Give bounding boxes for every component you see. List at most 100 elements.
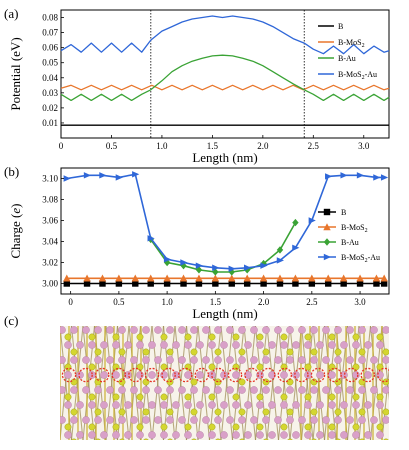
s-atom [88, 393, 96, 401]
mo-atom [340, 431, 348, 439]
data-point-b-0 [380, 280, 388, 287]
data-point-b-0 [163, 280, 171, 287]
mo-atom [106, 326, 114, 334]
mo-atom [220, 431, 228, 439]
legend-label: B [341, 208, 346, 217]
mo-atom [286, 356, 294, 364]
s-atom [190, 348, 198, 356]
mo-atom [376, 371, 384, 379]
mo-atom [376, 431, 384, 439]
highlighted-atom-row [61, 367, 389, 383]
s-atom [136, 423, 144, 431]
s-atom [359, 438, 365, 440]
mo-atom [292, 401, 300, 409]
mo-atom [172, 431, 180, 439]
s-atom [335, 438, 341, 440]
series-line-a-2 [60, 54, 390, 102]
panel-label-a: (a) [4, 6, 18, 21]
s-atom [280, 423, 288, 431]
x-tick-label-b: 2.0 [258, 297, 270, 307]
data-point-b-0 [356, 280, 364, 287]
x-tick-label-a: 0 [59, 141, 64, 151]
mo-atom [178, 356, 186, 364]
mo-atom [328, 371, 336, 379]
y-axis-label-a: Potential (eV) [8, 37, 23, 110]
mo-atom [262, 386, 270, 394]
s-atom [64, 333, 72, 341]
data-point-b-3 [132, 171, 140, 178]
mo-atom [64, 371, 72, 379]
y-tick-label-b: 3.04 [42, 237, 58, 247]
mo-atom [196, 341, 204, 349]
mo-atom [256, 341, 264, 349]
mo-atom [310, 416, 318, 424]
mo-atom [106, 386, 114, 394]
mo-atom [358, 386, 366, 394]
s-atom [358, 378, 366, 386]
mo-atom [280, 401, 288, 409]
mo-atom [244, 401, 252, 409]
s-atom [112, 423, 120, 431]
s-atom [70, 408, 78, 416]
highlight-ring [310, 367, 326, 383]
mo-atom [148, 341, 156, 349]
data-point-b-0 [63, 280, 70, 287]
data-point-b-0 [195, 280, 203, 287]
s-atom [208, 363, 216, 371]
s-atom [118, 348, 126, 356]
s-atom [94, 348, 102, 356]
y-tick-label-a: 0.04 [42, 73, 58, 83]
mo-atom [76, 341, 84, 349]
s-atom [238, 378, 246, 386]
s-atom [208, 393, 216, 401]
data-point-b-0 [228, 280, 235, 287]
data-point-b-2 [276, 246, 284, 254]
mo-atom [292, 341, 300, 349]
mo-atom [292, 431, 300, 439]
x-tick-label-a: 1.5 [207, 141, 219, 151]
s-atom [160, 393, 168, 401]
data-point-b-0 [373, 280, 380, 287]
legend-label: B-MoS2 [341, 223, 368, 234]
mo-atom [340, 401, 348, 409]
mo-atom [250, 416, 258, 424]
data-point-b-3 [356, 172, 365, 179]
panel-label-c: (c) [4, 313, 18, 328]
mo-atom [382, 416, 389, 424]
mo-atom [220, 371, 228, 379]
s-atom [214, 408, 222, 416]
s-atom [358, 408, 366, 416]
s-atom [262, 408, 270, 416]
data-point-b-3 [276, 257, 284, 264]
series-line-a-1 [60, 84, 390, 91]
y-axis-label-b: Charge (e) [8, 203, 23, 258]
data-point-b-1 [147, 274, 155, 282]
mo-atom [76, 431, 84, 439]
highlight-ring [211, 367, 226, 383]
mo-atom [136, 401, 144, 409]
s-atom [184, 363, 192, 371]
mo-atom [160, 341, 168, 349]
highlight-ring [194, 367, 210, 383]
mo-atom [322, 416, 330, 424]
mo-atom [316, 341, 324, 349]
mo-atom [184, 431, 192, 439]
mo-atom [60, 356, 66, 364]
x-axis-label-b-text: Length (nm) [192, 306, 257, 321]
mo-atom [232, 371, 240, 379]
data-point-b-1 [380, 274, 388, 282]
legend-marker-b [323, 238, 331, 246]
data-point-b-2 [292, 218, 299, 227]
data-point-b-1 [131, 274, 139, 282]
x-tick-label-b: 3.0 [354, 297, 366, 307]
mo-atom [238, 356, 246, 364]
data-point-b-3 [228, 265, 236, 272]
mo-atom [202, 356, 210, 364]
mo-atom [166, 356, 174, 364]
highlight-ring [144, 367, 160, 383]
s-atom [160, 423, 168, 431]
mo-atom [166, 326, 174, 334]
s-atom [112, 363, 120, 371]
s-atom [256, 333, 264, 341]
mo-atom [172, 401, 180, 409]
